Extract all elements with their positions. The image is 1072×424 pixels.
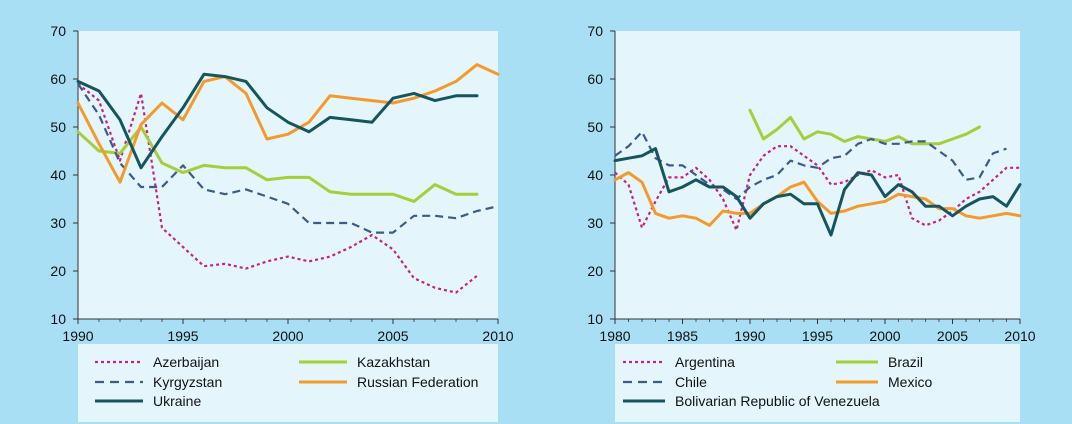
y-tick-label: 70 — [50, 23, 66, 39]
left-chart: 10 20 30 40 50 60 70 1990 1995 2000 2005 2010 Azerba… — [50, 23, 514, 422]
y-tick-label: 30 — [50, 215, 66, 231]
legend-label: Brazil — [888, 354, 923, 370]
series-line-chile — [614, 130, 1007, 201]
legend-label: Azerbaijan — [153, 354, 219, 370]
series-line-mexico — [613, 171, 1022, 227]
legend-label: Chile — [675, 374, 707, 390]
y-tick-label: 30 — [587, 215, 603, 231]
plot-area — [615, 31, 1020, 319]
y-tick-label: 70 — [587, 23, 603, 39]
x-tick-label: 1990 — [734, 328, 765, 344]
plot-area — [78, 31, 498, 319]
legend-label: Russian Federation — [357, 374, 478, 390]
x-tick-label: 2010 — [1004, 328, 1035, 344]
y-tick-label: 10 — [50, 311, 66, 327]
series-line-bolivarian-republic-of-venezuela — [613, 147, 1022, 237]
y-tick-label: 40 — [50, 167, 66, 183]
right-chart: 10 20 30 40 50 60 70 1980 1985 1990 1995 2000 2005 20… — [587, 23, 1036, 422]
x-tick-label: 2000 — [869, 328, 900, 344]
y-tick-label: 40 — [587, 167, 603, 183]
series-line-brazil — [748, 108, 981, 146]
legend-box — [78, 344, 498, 422]
legend-label: Kazakhstan — [357, 354, 430, 370]
legend-label: Argentina — [675, 354, 735, 370]
x-tick-label: 2010 — [482, 328, 513, 344]
x-tick-label: 2000 — [272, 328, 303, 344]
series-line-ukraine — [76, 72, 479, 170]
x-tick-label: 2005 — [937, 328, 968, 344]
legend-box — [615, 344, 1020, 422]
y-tick-label: 20 — [587, 263, 603, 279]
x-tick-label: 1990 — [62, 328, 93, 344]
x-tick-label: 1995 — [802, 328, 833, 344]
y-tick-label: 60 — [50, 71, 66, 87]
y-tick-label: 20 — [50, 263, 66, 279]
x-tick-label: 1995 — [167, 328, 198, 344]
legend-label: Ukraine — [153, 393, 201, 409]
x-tick-label: 1980 — [599, 328, 630, 344]
legend-label: Kyrgyzstan — [153, 374, 222, 390]
x-tick-label: 2005 — [377, 328, 408, 344]
legend-label: Mexico — [888, 374, 933, 390]
x-tick-label: 1985 — [667, 328, 698, 344]
y-tick-label: 10 — [587, 311, 603, 327]
legend-label: Bolivarian Republic of Venezuela — [675, 393, 880, 409]
series-line-argentina — [614, 145, 1020, 232]
y-tick-label: 50 — [50, 119, 66, 135]
series-line-kyrgyzstan — [77, 83, 499, 234]
series-line-russian-federation — [76, 63, 500, 184]
y-tick-label: 60 — [587, 71, 603, 87]
y-tick-label: 50 — [587, 119, 603, 135]
series-line-kazakhstan — [76, 125, 479, 203]
